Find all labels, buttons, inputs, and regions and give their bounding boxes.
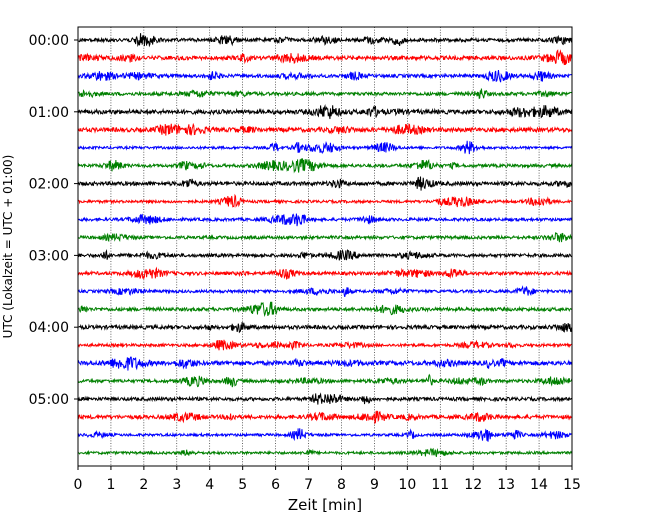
x-tick-label: 3: [172, 477, 181, 493]
trace-0415: [77, 339, 573, 351]
x-tick-label: 6: [271, 477, 280, 493]
trace-0445: [77, 373, 573, 388]
trace-0430: [77, 356, 573, 371]
x-tick-label: 12: [464, 477, 482, 493]
trace-0245: [77, 231, 573, 243]
y-tick-label: 00:00: [29, 33, 69, 49]
x-tick-label: 11: [431, 477, 449, 493]
trace-0015: [77, 49, 573, 66]
x-tick-label: 10: [398, 477, 416, 493]
y-axis-label: UTC (Lokalzeit = UTC + 01:00): [1, 155, 15, 339]
trace-0000: [77, 33, 573, 48]
trace-0330: [77, 285, 573, 297]
x-tick-label: 0: [74, 477, 83, 493]
x-tick-label: 7: [304, 477, 313, 493]
y-tick-label: 03:00: [29, 248, 69, 264]
trace-0300: [77, 248, 573, 261]
trace-0230: [77, 213, 573, 227]
x-tick-label: 8: [337, 477, 346, 493]
y-axis-ticks: 00:00 01:00 02:00 03:00 04:00 05:00: [29, 33, 78, 408]
x-tick-label: 5: [238, 477, 247, 493]
trace-0530: [77, 428, 573, 442]
x-tick-label: 14: [530, 477, 548, 493]
y-tick-label: 05:00: [29, 392, 69, 408]
x-tick-label: 13: [497, 477, 515, 493]
trace-0315: [77, 266, 573, 280]
x-grid: [110, 27, 540, 466]
x-axis-ticks: 0 1 2 3 4 5 6 7 8 9 10 11 12 13 14 15: [74, 466, 581, 493]
y-tick-label: 01:00: [29, 105, 69, 121]
x-tick-label: 1: [106, 477, 115, 493]
trace-0515: [77, 410, 573, 425]
trace-0500: [77, 392, 573, 405]
trace-0200: [77, 176, 573, 191]
trace-0145: [77, 158, 573, 174]
x-tick-label: 4: [205, 477, 214, 493]
trace-0345: [77, 301, 573, 317]
trace-0215: [77, 193, 573, 208]
trace-0100: [77, 104, 573, 120]
traces: [77, 33, 573, 458]
trace-0545: [77, 447, 573, 458]
y-tick-label: 04:00: [29, 320, 69, 336]
y-tick-label: 02:00: [29, 177, 69, 193]
trace-0130: [77, 140, 573, 155]
x-axis-label: Zeit [min]: [288, 496, 362, 514]
x-tick-label: 2: [139, 477, 148, 493]
x-tick-label: 15: [563, 477, 581, 493]
plot-frame: [77, 26, 573, 467]
trace-0030: [77, 70, 573, 83]
trace-0400: [77, 321, 573, 334]
trace-0045: [77, 88, 573, 100]
x-tick-label: 9: [370, 477, 379, 493]
trace-0115: [77, 122, 573, 136]
